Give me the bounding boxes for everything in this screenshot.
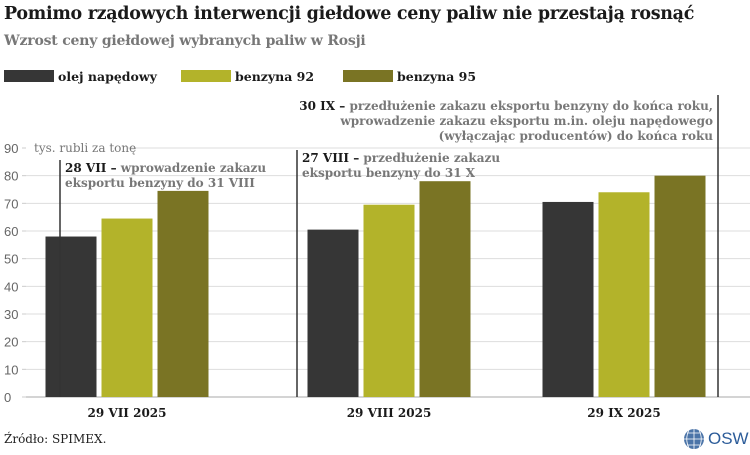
legend-swatch — [4, 70, 54, 82]
legend-label: benzyna 95 — [397, 69, 476, 84]
bar — [45, 236, 97, 397]
annotation-line-text: wprowadzenie zakazu — [120, 161, 267, 175]
y-tick-label: 60 — [4, 224, 18, 239]
y-tick-label: 90 — [4, 141, 18, 156]
x-tick-label: 29 IX 2025 — [587, 406, 660, 420]
annotation-date: 30 IX – — [299, 99, 349, 113]
bar — [307, 229, 359, 397]
bar — [101, 218, 153, 397]
annotation-text: 30 IX – przedłużenie zakazu eksportu ben… — [299, 99, 713, 113]
annotation-text: wprowadzenie zakazu eksportu m.in. oleju… — [339, 114, 713, 128]
annotation-text: 28 VII – wprowadzenie zakazu — [65, 161, 266, 175]
y-tick-label: 40 — [4, 279, 18, 294]
annotation-date: 27 VIII – — [302, 151, 363, 165]
annotation-line-text: przedłużenie zakazu — [363, 151, 500, 165]
y-tick-label: 10 — [4, 362, 18, 377]
y-axis-label: tys. rubli za tonę — [34, 141, 136, 155]
x-tick-label: 29 VIII 2025 — [347, 406, 432, 420]
annotation-text: eksportu benzyny do 31 X — [302, 166, 476, 180]
y-tick-label: 70 — [4, 196, 18, 211]
annotation-line-text: przedłużenie zakazu eksportu benzyny do … — [349, 99, 713, 113]
bar — [654, 175, 706, 397]
annotation-date: 28 VII – — [65, 161, 121, 175]
legend-label: benzyna 92 — [235, 69, 314, 84]
y-tick-label: 50 — [4, 252, 18, 267]
bar — [363, 204, 415, 397]
legend-label: olej napędowy — [58, 69, 158, 84]
legend-swatch — [343, 70, 393, 82]
source-note: Źródło: SPIMEX. — [4, 432, 107, 446]
chart-title: Pomimo rządowych interwencji giełdowe ce… — [4, 4, 695, 24]
y-tick-label: 0 — [4, 390, 11, 405]
logo-text: OSW — [708, 429, 749, 448]
annotation-text: eksportu benzyny do 31 VIII — [65, 176, 255, 190]
x-tick-label: 29 VII 2025 — [88, 406, 167, 420]
legend-swatch — [181, 70, 231, 82]
bar — [419, 181, 471, 397]
bar — [542, 201, 594, 397]
globe-icon — [684, 429, 704, 449]
bar — [598, 192, 650, 397]
chart-subtitle: Wzrost ceny giełdowej wybranych paliw w … — [4, 33, 366, 49]
y-tick-label: 30 — [4, 307, 18, 322]
annotation-text: (wyłączając producentów) do końca roku — [439, 129, 714, 143]
bar — [157, 190, 209, 397]
osw-logo: OSW — [683, 428, 749, 450]
y-tick-label: 20 — [4, 335, 18, 350]
y-tick-label: 80 — [4, 169, 18, 184]
annotation-text: 27 VIII – przedłużenie zakazu — [302, 151, 500, 165]
